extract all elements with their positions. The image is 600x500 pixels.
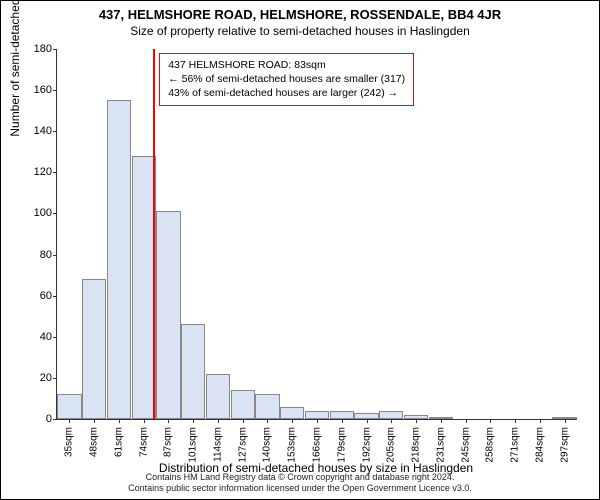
y-tick-mark xyxy=(53,378,57,379)
histogram-bar xyxy=(156,211,180,419)
y-tick-label: 20 xyxy=(22,372,52,384)
x-tick-mark xyxy=(94,419,95,423)
x-tick-label: 153sqm xyxy=(287,427,298,463)
y-tick-label: 140 xyxy=(22,125,52,137)
x-tick-label: 205sqm xyxy=(386,427,397,463)
x-tick-label: 231sqm xyxy=(435,427,446,463)
plot-region: 02040608010012014016018035sqm48sqm61sqm7… xyxy=(56,49,577,420)
x-tick-label: 192sqm xyxy=(361,427,372,463)
y-axis-label: Number of semi-detached properties xyxy=(8,0,22,137)
y-tick-mark xyxy=(53,419,57,420)
chart-area: Number of semi-detached properties 02040… xyxy=(56,49,576,419)
histogram-bar xyxy=(305,411,329,419)
histogram-bar xyxy=(231,390,255,419)
x-tick-label: 166sqm xyxy=(312,427,323,463)
y-tick-label: 60 xyxy=(22,290,52,302)
y-tick-label: 120 xyxy=(22,166,52,178)
y-tick-label: 180 xyxy=(22,43,52,55)
x-tick-mark xyxy=(317,419,318,423)
x-tick-label: 101sqm xyxy=(188,427,199,463)
x-tick-label: 258sqm xyxy=(485,427,496,463)
histogram-bar xyxy=(379,411,403,419)
x-tick-label: 74sqm xyxy=(138,427,149,457)
footer-line-2: Contains public sector information licen… xyxy=(1,483,599,495)
x-tick-mark xyxy=(342,419,343,423)
x-tick-mark xyxy=(416,419,417,423)
x-tick-label: 87sqm xyxy=(163,427,174,457)
x-tick-label: 127sqm xyxy=(237,427,248,463)
histogram-bar xyxy=(132,156,156,419)
x-tick-mark xyxy=(193,419,194,423)
x-tick-mark xyxy=(168,419,169,423)
x-tick-mark xyxy=(391,419,392,423)
histogram-bar xyxy=(82,279,106,419)
y-tick-label: 100 xyxy=(22,207,52,219)
x-tick-label: 297sqm xyxy=(559,427,570,463)
y-tick-mark xyxy=(53,90,57,91)
x-tick-mark xyxy=(218,419,219,423)
x-tick-mark xyxy=(490,419,491,423)
footer-line-1: Contains HM Land Registry data © Crown c… xyxy=(1,472,599,484)
annotation-line-2: ← 56% of semi-detached houses are smalle… xyxy=(168,72,405,86)
annotation-box: 437 HELMSHORE ROAD: 83sqm← 56% of semi-d… xyxy=(159,53,414,106)
y-tick-mark xyxy=(53,131,57,132)
histogram-bar xyxy=(181,324,205,419)
histogram-bar xyxy=(107,100,131,419)
y-tick-label: 40 xyxy=(22,331,52,343)
chart-title-main: 437, HELMSHORE ROAD, HELMSHORE, ROSSENDA… xyxy=(1,1,599,22)
x-tick-label: 271sqm xyxy=(510,427,521,463)
y-tick-mark xyxy=(53,49,57,50)
x-tick-label: 61sqm xyxy=(113,427,124,457)
chart-title-sub: Size of property relative to semi-detach… xyxy=(1,22,599,38)
y-tick-label: 0 xyxy=(22,413,52,425)
x-tick-label: 35sqm xyxy=(64,427,75,457)
y-tick-mark xyxy=(53,337,57,338)
x-tick-label: 140sqm xyxy=(262,427,273,463)
x-tick-mark xyxy=(441,419,442,423)
histogram-bar xyxy=(206,374,230,419)
x-tick-label: 218sqm xyxy=(411,427,422,463)
annotation-line-1: 437 HELMSHORE ROAD: 83sqm xyxy=(168,58,405,72)
x-tick-mark xyxy=(267,419,268,423)
x-tick-label: 179sqm xyxy=(336,427,347,463)
x-tick-label: 114sqm xyxy=(212,427,223,462)
x-tick-mark xyxy=(540,419,541,423)
y-tick-mark xyxy=(53,255,57,256)
x-tick-label: 48sqm xyxy=(89,427,100,457)
y-tick-label: 160 xyxy=(22,84,52,96)
x-tick-mark xyxy=(69,419,70,423)
chart-container: 437, HELMSHORE ROAD, HELMSHORE, ROSSENDA… xyxy=(0,0,600,500)
histogram-bar xyxy=(255,394,279,419)
y-tick-mark xyxy=(53,213,57,214)
x-tick-mark xyxy=(515,419,516,423)
y-tick-mark xyxy=(53,172,57,173)
x-tick-mark xyxy=(367,419,368,423)
x-tick-mark xyxy=(292,419,293,423)
y-tick-mark xyxy=(53,296,57,297)
x-tick-mark xyxy=(565,419,566,423)
x-tick-mark xyxy=(243,419,244,423)
x-tick-label: 284sqm xyxy=(534,427,545,463)
x-tick-mark xyxy=(119,419,120,423)
x-tick-mark xyxy=(144,419,145,423)
property-marker-line xyxy=(153,49,155,419)
histogram-bar xyxy=(280,407,304,419)
x-tick-label: 245sqm xyxy=(460,427,471,463)
annotation-line-3: 43% of semi-detached houses are larger (… xyxy=(168,86,405,100)
histogram-bar xyxy=(330,411,354,419)
y-tick-label: 80 xyxy=(22,249,52,261)
x-tick-mark xyxy=(466,419,467,423)
histogram-bar xyxy=(57,394,81,419)
footer-attribution: Contains HM Land Registry data © Crown c… xyxy=(1,472,599,495)
